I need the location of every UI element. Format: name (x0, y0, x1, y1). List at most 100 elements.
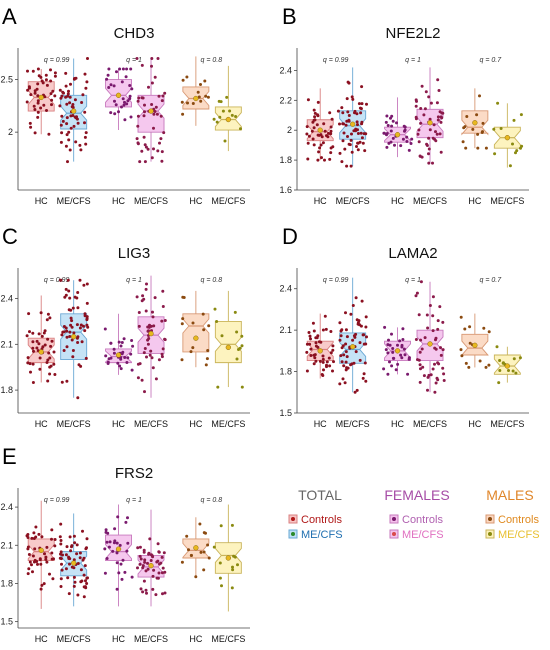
data-point (69, 549, 73, 553)
data-point (219, 100, 223, 104)
data-point (199, 83, 202, 86)
data-point (59, 539, 63, 542)
data-point (316, 114, 320, 118)
data-point (186, 101, 189, 105)
y-tick-label: 2.5 (0, 75, 13, 85)
data-point (42, 103, 46, 107)
data-point (515, 149, 519, 153)
data-point (185, 75, 189, 79)
data-point (439, 346, 442, 350)
data-point (362, 342, 366, 346)
data-point (59, 557, 63, 561)
data-point (311, 137, 315, 141)
data-point (52, 557, 55, 561)
data-point (79, 568, 83, 572)
data-point (137, 311, 141, 314)
data-point (72, 534, 76, 538)
data-point (35, 346, 39, 350)
data-point (484, 146, 488, 150)
data-point (314, 359, 318, 363)
data-point (518, 356, 522, 360)
data-point (341, 377, 345, 381)
data-point (37, 342, 41, 346)
category-label: ME/CFS (211, 196, 245, 206)
mean-marker (71, 334, 77, 340)
data-point (104, 528, 108, 532)
data-point (49, 92, 53, 96)
data-point (350, 132, 353, 136)
data-point (349, 312, 353, 316)
data-point (431, 367, 435, 371)
data-point (72, 566, 76, 570)
y-tick-label: 1.8 (0, 578, 13, 588)
mean-marker (350, 121, 356, 127)
data-point (180, 560, 184, 564)
data-point (201, 312, 205, 316)
data-point (329, 146, 333, 150)
data-point (38, 558, 42, 562)
data-point (154, 105, 158, 109)
data-point (68, 101, 72, 105)
data-point (38, 356, 42, 360)
data-point (41, 81, 45, 85)
data-point (60, 380, 64, 384)
data-point (323, 314, 327, 318)
data-point (146, 342, 150, 346)
data-point (64, 293, 68, 297)
data-point (39, 75, 43, 79)
data-point (40, 535, 44, 539)
data-point (122, 337, 126, 341)
legend-total-mecfs-label: ME/CFS (301, 529, 343, 541)
data-point (181, 317, 185, 321)
data-point (520, 144, 524, 148)
mean-marker (394, 132, 401, 138)
mean-marker (193, 545, 199, 551)
data-point (66, 94, 70, 98)
data-point (161, 347, 165, 351)
data-point (70, 319, 74, 323)
data-point (476, 146, 480, 150)
data-point (136, 546, 140, 550)
data-point (436, 327, 440, 331)
data-point (427, 373, 431, 377)
data-point (402, 124, 406, 128)
data-point (418, 363, 422, 367)
data-point (64, 71, 68, 75)
data-point (139, 587, 143, 591)
data-point (160, 352, 164, 356)
data-point (65, 379, 69, 383)
data-point (498, 369, 502, 372)
data-point (72, 331, 76, 335)
data-point (342, 353, 346, 357)
data-point (115, 551, 119, 555)
data-point (154, 593, 158, 597)
data-point (73, 98, 77, 102)
data-point (126, 356, 130, 360)
data-point (119, 367, 123, 371)
data-point (161, 592, 164, 596)
data-point (123, 118, 127, 122)
data-point (103, 327, 107, 331)
data-point (130, 87, 134, 91)
data-point (143, 143, 147, 147)
data-point (341, 111, 345, 115)
data-point (76, 121, 80, 125)
data-point (481, 130, 484, 134)
data-point (49, 364, 53, 368)
data-point (129, 115, 133, 119)
legend-total-controls-dot (291, 517, 295, 521)
data-point (85, 582, 89, 585)
data-point (181, 295, 185, 299)
data-point (487, 363, 491, 367)
data-point (478, 359, 482, 363)
mean-marker (193, 95, 199, 102)
category-label: ME/CFS (57, 419, 91, 429)
data-point (439, 353, 443, 357)
data-point (141, 566, 145, 570)
data-point (359, 107, 363, 111)
data-point (434, 336, 438, 340)
data-point (109, 83, 113, 87)
data-point (385, 114, 389, 118)
data-point (105, 77, 109, 81)
data-point (346, 135, 349, 138)
